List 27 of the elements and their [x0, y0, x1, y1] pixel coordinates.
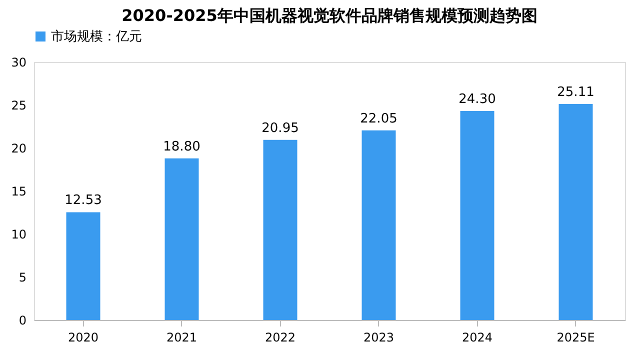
x-tick-label: 2024 [462, 330, 493, 344]
text: 20.95 [262, 120, 299, 136]
y-tick-label: 0 [18, 314, 26, 328]
bar [362, 130, 396, 320]
text: 22.05 [360, 111, 398, 126]
y-tick-label: 10 [11, 228, 26, 242]
y-tick-label: 25 [11, 98, 26, 112]
x-tick-label: 2020 [68, 330, 99, 344]
y-tick-label: 15 [11, 184, 26, 198]
text: 24.30 [458, 92, 496, 108]
y-tick-label: 30 [11, 56, 26, 70]
x-tick-label: 2025E [556, 330, 595, 344]
text: 18.80 [163, 139, 200, 154]
text: 25.11 [557, 85, 594, 100]
x-tick-label: 2022 [264, 330, 296, 344]
bar [66, 212, 100, 320]
chart-title: 2020-2025年中国机器视觉软件品牌销售规模预测趋势图 [122, 6, 538, 25]
x-tick-label: 2023 [363, 330, 394, 344]
text: 12.53 [64, 193, 102, 208]
x-tick-label: 2021 [166, 330, 198, 344]
bar [164, 158, 199, 320]
y-tick-label: 20 [11, 142, 26, 156]
bar [460, 111, 494, 320]
bar [263, 140, 298, 320]
y-tick-label: 5 [18, 270, 26, 284]
legend-label: 市场规模：亿元 [51, 30, 142, 44]
bar [558, 104, 593, 320]
